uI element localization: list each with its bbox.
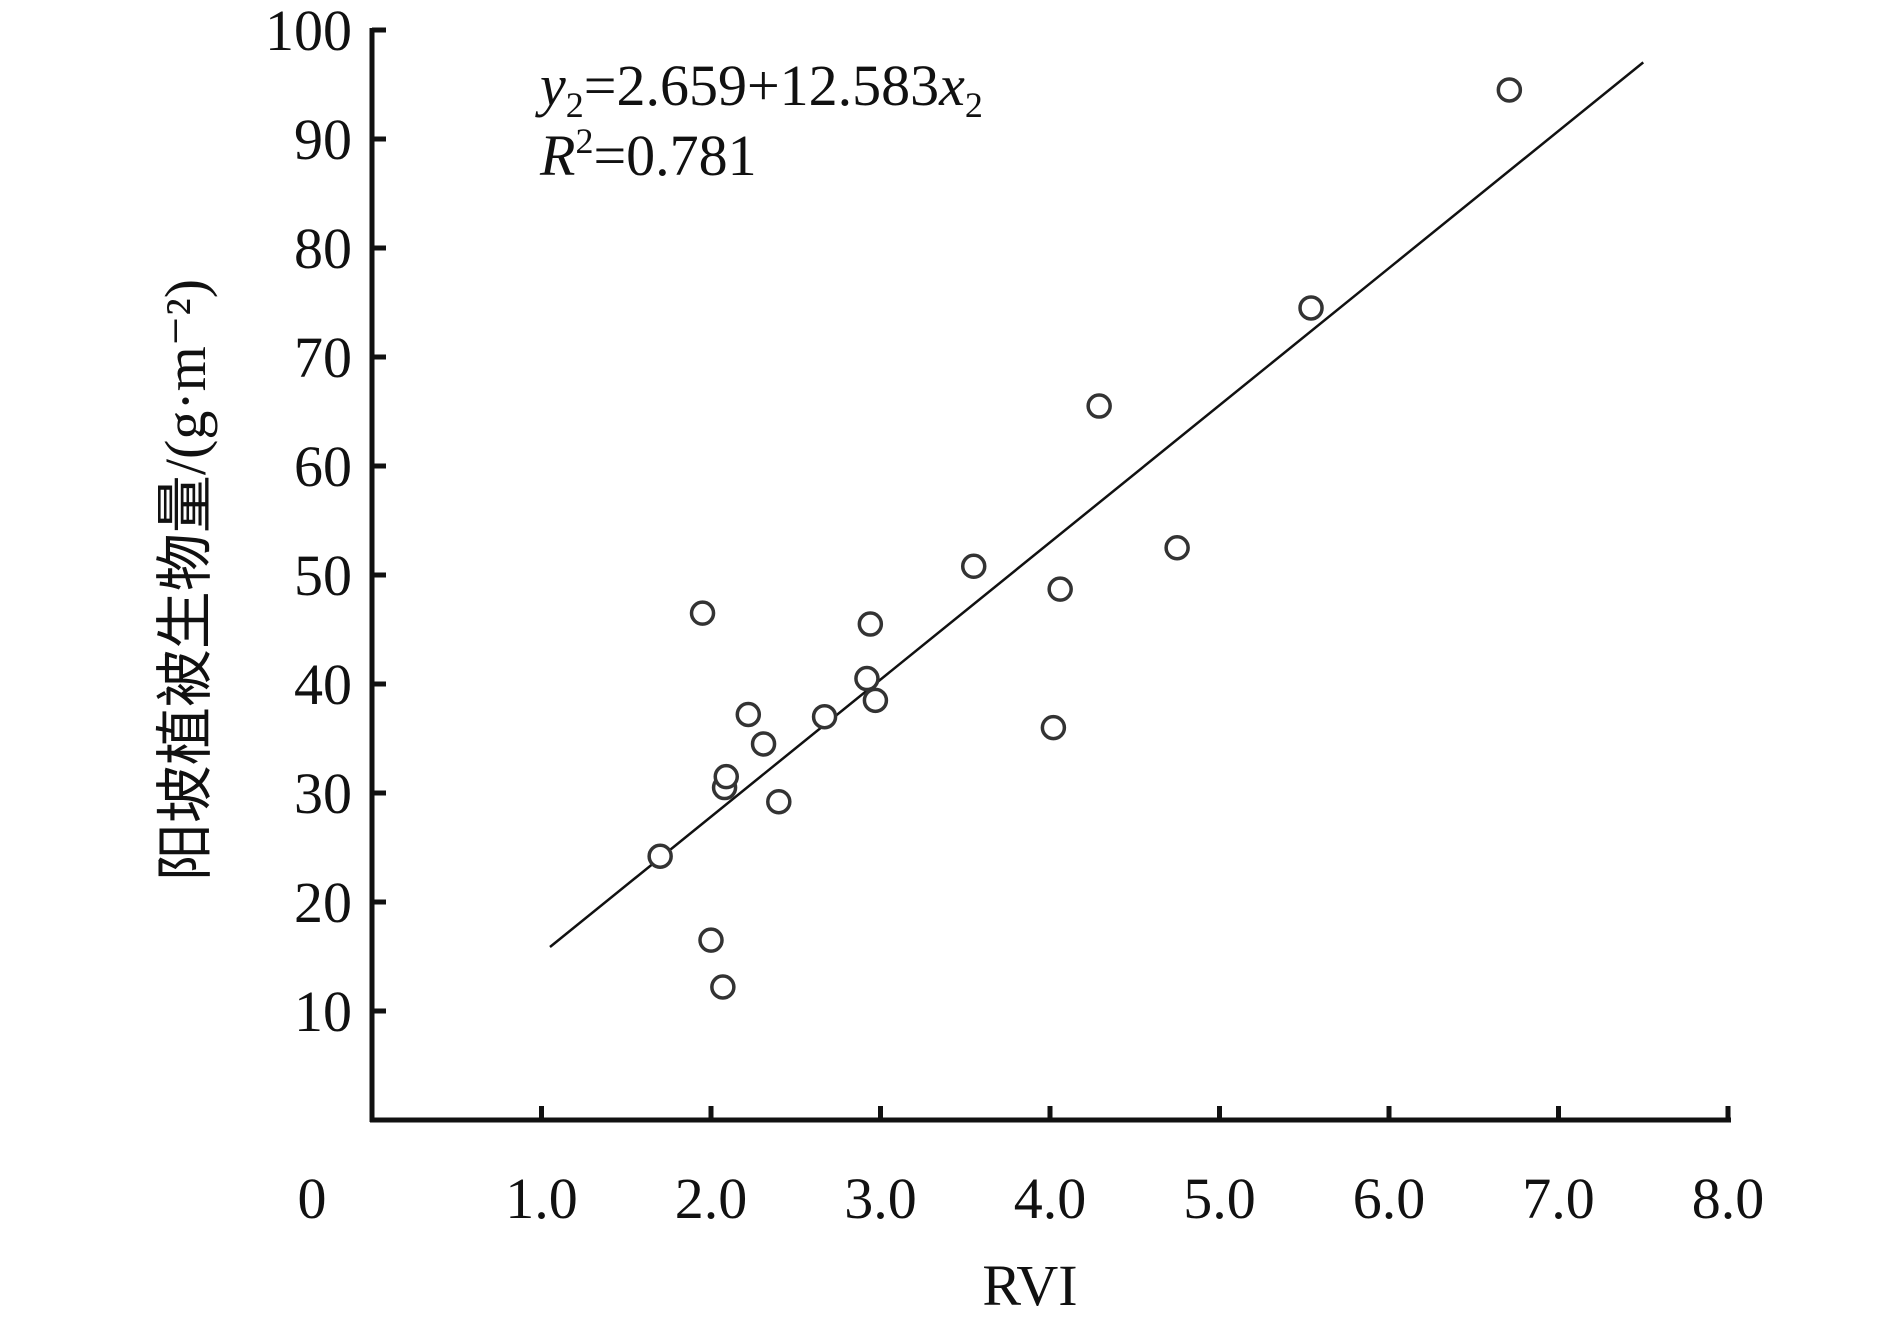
y-tick-label: 10 bbox=[294, 979, 352, 1044]
y-tick-label: 100 bbox=[265, 0, 352, 63]
data-point bbox=[713, 763, 740, 790]
axes bbox=[369, 28, 1731, 1123]
origin-label: 0 bbox=[298, 1166, 327, 1231]
data-point bbox=[647, 843, 673, 869]
data-point bbox=[1164, 535, 1190, 561]
equation-y-subscript: 2 bbox=[566, 85, 584, 125]
data-point bbox=[1047, 576, 1073, 602]
data-point bbox=[862, 687, 889, 714]
regression-equation: y2=2.659+12.583x2 bbox=[535, 53, 983, 125]
x-axis-title: RVI bbox=[982, 1253, 1077, 1317]
data-point bbox=[735, 701, 762, 728]
data-point bbox=[811, 703, 838, 730]
data-point bbox=[698, 927, 724, 953]
y-tick-label: 70 bbox=[294, 325, 352, 390]
y-tick-label: 30 bbox=[294, 761, 352, 826]
data-point bbox=[689, 600, 716, 626]
x-tick-label: 8.0 bbox=[1692, 1166, 1765, 1231]
data-points bbox=[647, 77, 1523, 1000]
x-tick-label: 5.0 bbox=[1183, 1166, 1256, 1231]
equation-rhs: =2.659+12.583 bbox=[584, 53, 939, 118]
data-point bbox=[1496, 77, 1523, 103]
y-tick-label: 50 bbox=[294, 543, 352, 608]
regression-line bbox=[549, 61, 1645, 948]
data-point bbox=[766, 788, 792, 815]
equation-y-symbol: y bbox=[535, 53, 566, 118]
data-point bbox=[1298, 295, 1324, 321]
y-tick-label: 90 bbox=[294, 107, 352, 172]
x-tick-label: 2.0 bbox=[675, 1166, 748, 1231]
x-tick-label: 6.0 bbox=[1353, 1166, 1426, 1231]
data-point bbox=[710, 974, 736, 1000]
data-point bbox=[960, 553, 987, 580]
y-axis-ticks: 10 20 30 40 50 60 70 80 90 100 bbox=[265, 0, 386, 1044]
data-point bbox=[750, 731, 777, 757]
r-squared-label: R2=0.781 bbox=[539, 121, 757, 188]
y-tick-label: 80 bbox=[294, 216, 352, 281]
x-tick-label: 7.0 bbox=[1522, 1166, 1595, 1231]
data-point bbox=[857, 611, 884, 637]
r-squared-value: =0.781 bbox=[593, 123, 756, 188]
equation-x-symbol: x bbox=[938, 53, 965, 118]
r-symbol: R bbox=[539, 123, 575, 188]
equation-x-subscript: 2 bbox=[965, 85, 983, 125]
data-point bbox=[1040, 714, 1067, 741]
y-tick-label: 40 bbox=[294, 652, 352, 717]
y-axis-title: 阳坡植被生物量/(g·m⁻²) bbox=[153, 279, 218, 881]
x-axis-ticks: 1.0 2.0 3.0 4.0 5.0 6.0 7.0 8.0 bbox=[505, 1106, 1764, 1231]
x-tick-label: 4.0 bbox=[1014, 1166, 1087, 1231]
y-tick-label: 20 bbox=[294, 870, 352, 935]
r-squared-superscript: 2 bbox=[575, 121, 593, 161]
x-tick-label: 3.0 bbox=[844, 1166, 917, 1231]
x-tick-label: 1.0 bbox=[505, 1166, 578, 1231]
data-point bbox=[854, 665, 880, 692]
y-tick-label: 60 bbox=[294, 434, 352, 499]
data-point bbox=[1086, 393, 1112, 419]
